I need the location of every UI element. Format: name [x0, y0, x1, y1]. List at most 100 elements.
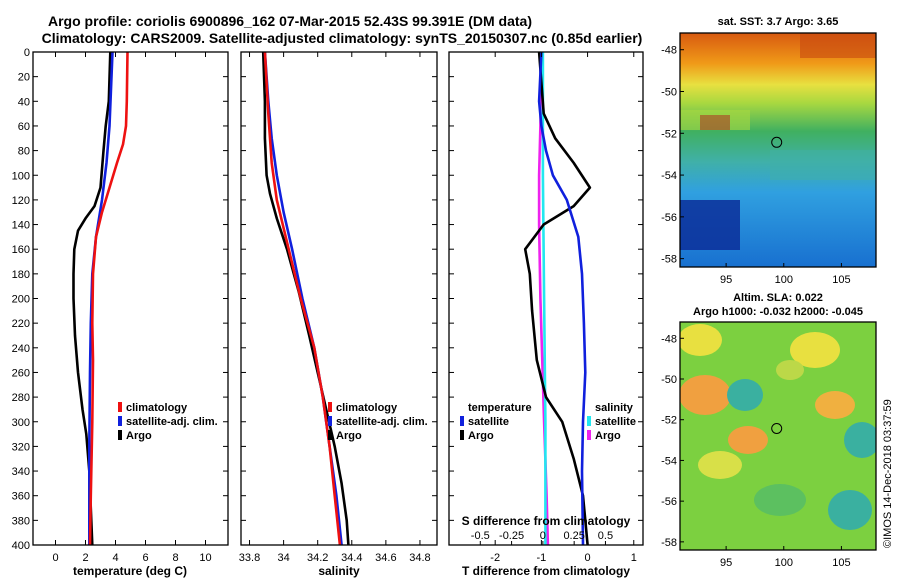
depth-tick-label: 40	[18, 96, 30, 108]
legend-swatch-satellite-adj	[118, 416, 122, 426]
map-lon-tick-label: 105	[832, 557, 850, 569]
sla-argo-location-marker	[771, 423, 783, 434]
map-lat-tick-label: -54	[661, 455, 677, 467]
legend-title-salinity: salinity	[595, 402, 634, 414]
temperature-xlabel: temperature (deg C)	[73, 564, 187, 578]
map-lon-tick-label: 105	[832, 274, 850, 286]
map-lon-tick-label: 100	[775, 557, 793, 569]
depth-tick-label: 280	[12, 392, 30, 404]
sla-map-title-line1: Altim. SLA: 0.022	[733, 292, 823, 304]
x-tick-label: -1	[536, 552, 546, 564]
x-tick-label: -2	[490, 552, 500, 564]
map-lat-tick-label: -56	[661, 212, 677, 224]
depth-tick-label: 200	[12, 294, 30, 306]
depth-tick-label: 60	[18, 121, 30, 133]
map-lat-tick-label: -52	[661, 128, 677, 140]
legend-title-temperature: temperature	[468, 402, 532, 414]
series-line-temperature-argo	[523, 51, 592, 546]
x-tick-label: 6	[142, 552, 148, 564]
map-lat-tick-label: -58	[661, 254, 677, 266]
depth-tick-label: 140	[12, 220, 30, 232]
sla-map-title-line2: Argo h1000: -0.032 h2000: -0.045	[693, 306, 863, 318]
difference-panel: T difference from climatology S differen…	[448, 51, 644, 578]
x-tick-label: 34	[277, 552, 289, 564]
legend-label-argo: Argo	[126, 430, 152, 442]
depth-tick-label: 380	[12, 515, 30, 527]
sst-argo-location-marker	[771, 136, 783, 148]
depth-tick-label: 300	[12, 417, 30, 429]
depth-tick-label: 360	[12, 491, 30, 503]
s-diff-tick-label: -0.5	[471, 530, 490, 542]
legend-swatch-s-argo	[587, 430, 591, 440]
legend-swatch-climatology	[328, 402, 332, 412]
depth-tick-label: 320	[12, 441, 30, 453]
depth-tick-label: 400	[12, 540, 30, 552]
s-difference-label: S difference from climatology	[462, 514, 631, 528]
x-tick-label: 4	[112, 552, 118, 564]
legend-swatch-argo	[118, 430, 122, 440]
salinity-xlabel: salinity	[318, 564, 360, 578]
legend-swatch-s-satellite	[587, 416, 591, 426]
legend-swatch-t-argo	[460, 430, 464, 440]
depth-tick-label: 120	[12, 195, 30, 207]
legend-label-climatology: climatology	[126, 402, 188, 414]
temperature-legend: climatology satellite-adj. clim. Argo	[118, 402, 218, 442]
x-tick-label: 34.8	[409, 552, 430, 564]
difference-legend: temperature satellite Argo salinity sate…	[460, 402, 636, 442]
depth-tick-label: 340	[12, 466, 30, 478]
s-diff-tick-label: 0.5	[598, 530, 613, 542]
x-tick-label: 34.6	[375, 552, 396, 564]
series-line-climatology	[88, 51, 129, 546]
legend-label-s-argo: Argo	[595, 430, 621, 442]
series-line-climatology	[263, 51, 342, 546]
legend-swatch-t-satellite	[460, 416, 464, 426]
x-tick-label: 0	[52, 552, 58, 564]
depth-tick-label: 240	[12, 343, 30, 355]
legend-swatch-climatology	[118, 402, 122, 412]
legend-label-satellite-adj: satellite-adj. clim.	[336, 416, 428, 428]
map-lon-tick-label: 95	[720, 557, 732, 569]
legend-swatch-argo	[328, 430, 332, 440]
salinity-legend: climatology satellite-adj. clim. Argo	[328, 402, 428, 442]
depth-tick-label: 80	[18, 146, 30, 158]
map-lon-tick-label: 95	[720, 274, 732, 286]
series-line-argo	[72, 51, 112, 546]
depth-tick-label: 180	[12, 269, 30, 281]
x-tick-label: 33.8	[239, 552, 260, 564]
s-diff-tick-label: -0.25	[499, 530, 524, 542]
x-tick-label: 0	[585, 552, 591, 564]
x-tick-label: 2	[82, 552, 88, 564]
sst-field-features	[680, 33, 876, 250]
map-lat-tick-label: -50	[661, 374, 677, 386]
legend-label-t-argo: Argo	[468, 430, 494, 442]
figure-title-line1: Argo profile: coriolis 6900896_162 07-Ma…	[48, 13, 532, 29]
depth-tick-label: 0	[24, 47, 30, 59]
series-line-temperature-satellite	[537, 51, 587, 546]
s-diff-tick-label: 0	[540, 530, 546, 542]
legend-label-climatology: climatology	[336, 402, 398, 414]
legend-label-s-satellite: satellite	[595, 416, 636, 428]
map-lat-tick-label: -50	[661, 87, 677, 99]
x-tick-label: 1	[631, 552, 637, 564]
map-lat-tick-label: -52	[661, 415, 677, 427]
map-lat-tick-label: -48	[661, 45, 677, 57]
map-lat-tick-label: -48	[661, 333, 677, 345]
sst-map: sat. SST: 3.7 Argo: 3.65 -48 -50 -52 -54 -56…	[661, 16, 877, 286]
s-diff-tick-label: 0.25	[563, 530, 584, 542]
x-tick-label: 34.2	[307, 552, 328, 564]
temperature-panel: temperature (deg C) climatology satellit…	[12, 47, 229, 578]
depth-tick-label: 20	[18, 72, 30, 84]
sla-field-features	[680, 324, 876, 530]
legend-label-argo: Argo	[336, 430, 362, 442]
legend-swatch-satellite-adj	[328, 416, 332, 426]
map-lat-tick-label: -58	[661, 537, 677, 549]
legend-label-satellite-adj: satellite-adj. clim.	[126, 416, 218, 428]
x-tick-label: 34.4	[341, 552, 362, 564]
depth-tick-label: 100	[12, 170, 30, 182]
x-tick-label: 8	[172, 552, 178, 564]
sla-map: Altim. SLA: 0.022 Argo h1000: -0.032 h20…	[661, 292, 877, 569]
legend-label-t-satellite: satellite	[468, 416, 509, 428]
depth-tick-label: 220	[12, 318, 30, 330]
imos-credit: ©IMOS 14-Dec-2018 03:37:59	[882, 399, 894, 548]
difference-xlabel: T difference from climatology	[462, 564, 630, 578]
